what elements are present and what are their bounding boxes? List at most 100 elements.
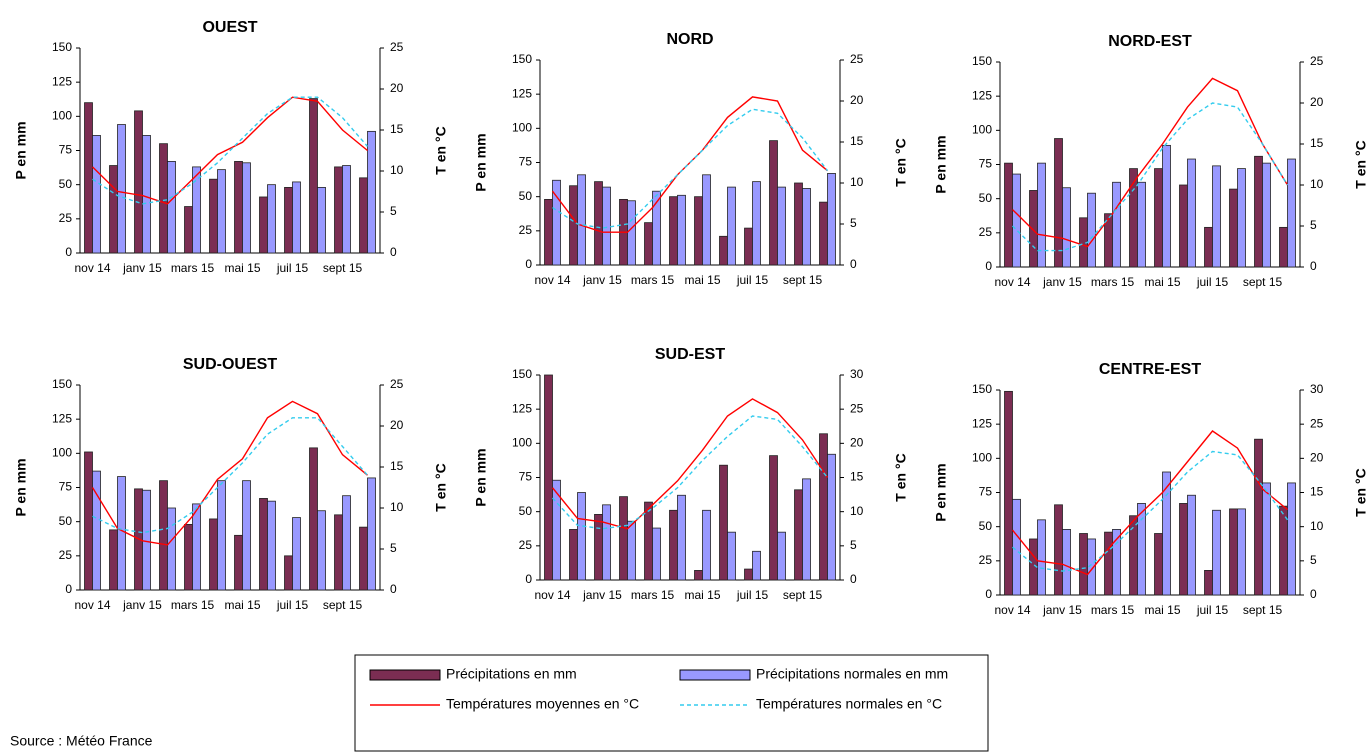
y2-axis-label: T en °C [1353, 468, 1369, 516]
bar [292, 517, 301, 591]
bar [1112, 181, 1121, 268]
bar [577, 492, 586, 581]
line [551, 96, 828, 233]
x-tick-label: mai 15 [684, 588, 720, 602]
bar [769, 140, 778, 266]
source: Source : Météo France [10, 733, 153, 749]
bar [142, 135, 151, 254]
bar [167, 507, 176, 591]
bar [1004, 162, 1013, 268]
bar [827, 173, 836, 266]
x-tick-label: nov 14 [534, 273, 570, 287]
y-tick-label: 25 [519, 538, 533, 552]
y2-tick-label: 10 [1310, 519, 1324, 533]
bar [242, 162, 251, 254]
bar [192, 503, 201, 591]
bar [794, 489, 803, 581]
bar [1279, 226, 1288, 268]
line [92, 417, 369, 534]
x-tick-label: nov 14 [534, 588, 570, 602]
bar [1012, 173, 1021, 268]
y2-tick-label: 15 [390, 122, 404, 136]
bar [1229, 508, 1238, 596]
y-tick-label: 125 [972, 88, 992, 102]
y-tick-label: 25 [59, 211, 73, 225]
bar [1154, 168, 1163, 268]
y-tick-label: 25 [519, 223, 533, 237]
x-tick-label: janv 15 [1042, 603, 1082, 617]
bar [1262, 162, 1271, 268]
x-tick-label: sept 15 [323, 261, 363, 275]
bar [309, 447, 318, 591]
y2-tick-label: 15 [1310, 485, 1324, 499]
bar [292, 181, 301, 254]
y-tick-label: 125 [52, 74, 72, 88]
bar [1204, 226, 1213, 268]
bar [644, 501, 653, 581]
bar [334, 166, 343, 254]
bar [334, 514, 343, 591]
y-tick-label: 125 [512, 86, 532, 100]
y2-tick-label: 5 [390, 204, 397, 218]
bar [1037, 162, 1046, 268]
x-tick-label: juil 15 [1196, 275, 1229, 289]
y2-tick-label: 0 [390, 245, 397, 259]
bar [1079, 533, 1088, 596]
y2-axis-label: T en °C [893, 138, 909, 186]
bar [1162, 144, 1171, 268]
x-tick-label: mars 15 [631, 273, 675, 287]
y-tick-label: 50 [979, 191, 993, 205]
x-tick-label: nov 14 [74, 598, 110, 612]
x-tick-label: sept 15 [1243, 275, 1283, 289]
y-tick-label: 75 [59, 143, 73, 157]
chart-title: NORD-EST [1108, 33, 1192, 50]
line [92, 96, 369, 205]
bar [1254, 155, 1263, 268]
x-tick-label: juil 15 [736, 273, 769, 287]
bar [142, 489, 151, 591]
bar [819, 201, 828, 266]
bar [569, 185, 578, 266]
bar [677, 194, 686, 266]
y-tick-label: 75 [979, 485, 993, 499]
bar [267, 184, 276, 254]
y-axis-label: P en mm [933, 135, 949, 193]
y-tick-label: 25 [979, 553, 993, 567]
y2-tick-label: 15 [850, 134, 864, 148]
bar [217, 480, 226, 591]
y2-tick-label: 20 [850, 436, 864, 450]
x-tick-label: sept 15 [1243, 603, 1283, 617]
legend-label: Températures normales en °C [756, 696, 942, 712]
line [92, 96, 368, 205]
bar [367, 130, 376, 254]
bar [184, 206, 193, 254]
bar [594, 181, 603, 266]
bar [159, 143, 168, 254]
bar [702, 509, 711, 581]
bar [569, 529, 578, 581]
y-tick-label: 125 [512, 401, 532, 415]
bar [234, 161, 243, 254]
x-tick-label: juil 15 [1196, 603, 1229, 617]
y-tick-label: 125 [972, 416, 992, 430]
y-axis-label: P en mm [13, 121, 29, 179]
bar [1212, 165, 1221, 268]
x-tick-label: janv 15 [582, 588, 622, 602]
bar [309, 98, 318, 254]
x-tick-label: mars 15 [171, 598, 215, 612]
bar [1287, 158, 1296, 268]
bar [1037, 519, 1046, 596]
bar [1237, 168, 1246, 268]
y2-tick-label: 20 [1310, 95, 1324, 109]
bar [552, 179, 561, 266]
y2-tick-label: 0 [850, 572, 857, 586]
x-tick-label: janv 15 [1042, 275, 1082, 289]
bar [117, 124, 126, 254]
bar [217, 169, 226, 254]
x-tick-label: janv 15 [582, 273, 622, 287]
bar [284, 555, 293, 591]
x-tick-label: juil 15 [276, 598, 309, 612]
y2-tick-label: 20 [1310, 451, 1324, 465]
bar [284, 186, 293, 254]
bar [1212, 509, 1221, 596]
